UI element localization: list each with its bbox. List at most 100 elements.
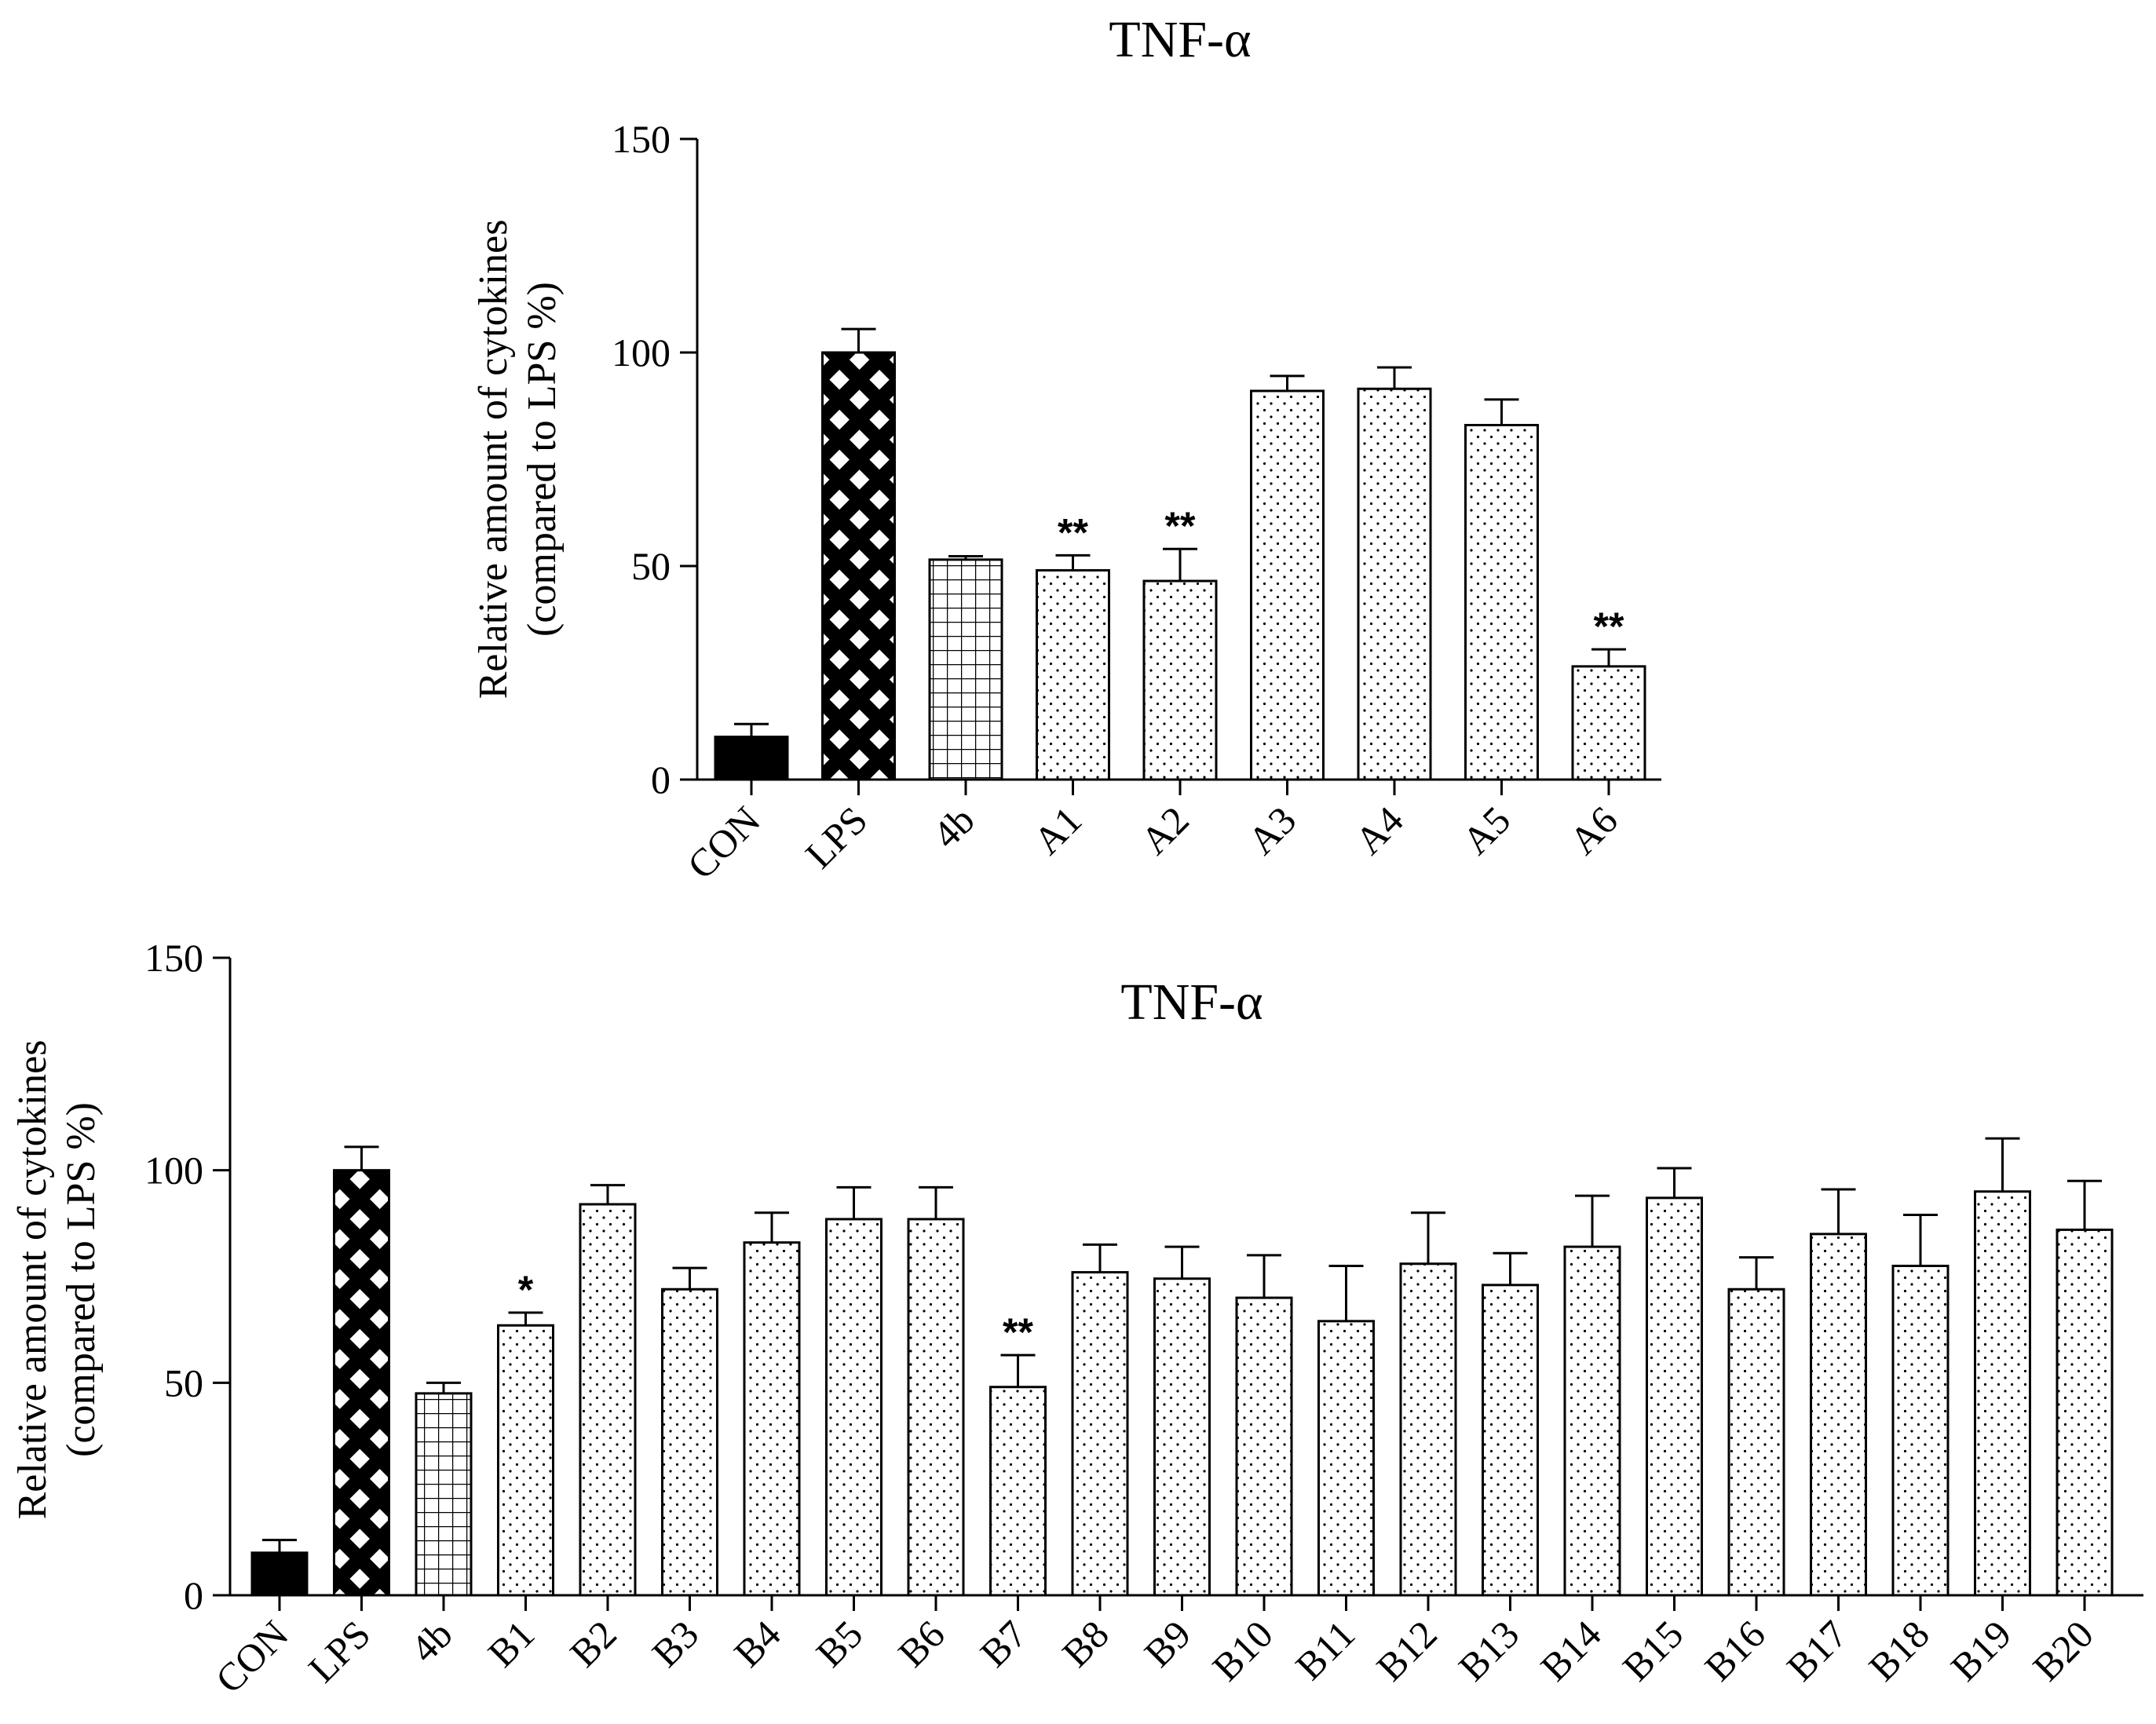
y-axis-label-line2: (compared to LPS %)	[520, 282, 565, 637]
x-tick-label: B5	[807, 1612, 871, 1675]
y-axis-label-line1: Relative amount of cytokines	[10, 1040, 55, 1520]
bar-group-con: CON	[207, 1539, 309, 1701]
bar-lps	[821, 351, 896, 781]
bar-group-b18: B18	[1860, 1214, 1950, 1689]
x-tick-label: CON	[679, 798, 769, 887]
bar-group-lps: LPS	[797, 327, 896, 877]
x-tick-label: B19	[1942, 1612, 2020, 1689]
y-tick-label: 100	[144, 1149, 203, 1193]
y-tick-label: 50	[631, 544, 671, 588]
y-axis-label: Relative amount of cytokines (compared t…	[10, 1040, 104, 1520]
x-tick-label: B18	[1860, 1612, 1938, 1689]
bar-b5	[825, 1218, 882, 1597]
x-tick-label: B16	[1696, 1612, 1774, 1689]
x-tick-label: B12	[1368, 1612, 1445, 1689]
bar-group-b9: B9	[1135, 1245, 1211, 1675]
x-tick-label: LPS	[300, 1612, 379, 1691]
x-tick-label: CON	[207, 1612, 297, 1701]
bar-group-con: CON	[679, 722, 789, 887]
x-tick-label: A1	[1025, 798, 1090, 863]
x-tick-label: B4	[725, 1612, 789, 1675]
bar-4b	[415, 1392, 473, 1597]
chart-top-tnf-alpha: TNF-α Relative amount of cytokines (comp…	[471, 11, 1661, 887]
bar-group-b10: B10	[1204, 1254, 1293, 1689]
x-tick-label: B15	[1614, 1612, 1692, 1689]
x-tick-label: B20	[2024, 1612, 2102, 1689]
bar-a4	[1357, 387, 1432, 781]
bar-a5	[1464, 423, 1539, 781]
bars: CON LPS 4b*B1 B2 B3 B4 B5 B6**B7 B8 B9 B10 B11 B12 B1…	[207, 1137, 2114, 1701]
bar-b11	[1317, 1320, 1375, 1597]
bar-b15	[1646, 1196, 1703, 1597]
chart-bottom-tnf-alpha: TNF-α Relative amount of cytokines (comp…	[10, 936, 2143, 1701]
bar-group-b6: B6	[890, 1185, 965, 1675]
bar-group-b15: B15	[1614, 1167, 1703, 1689]
x-tick-label: B2	[561, 1612, 625, 1675]
bars: CON LPS 4b ** A1 ** A2 A3 A4 A5 ** A6	[679, 327, 1646, 887]
bar-b14	[1563, 1245, 1621, 1597]
chart-title: TNF-α	[1109, 11, 1251, 68]
x-tick-label: A2	[1132, 798, 1197, 863]
bar-group-b14: B14	[1532, 1194, 1621, 1689]
bar-group-b3: B3	[643, 1266, 718, 1675]
bar-4b	[928, 558, 1003, 781]
bar-group-4b: 4b	[402, 1381, 473, 1671]
x-tick-label: 4b	[402, 1612, 461, 1671]
bar-a3	[1250, 389, 1325, 781]
bar-b3	[661, 1288, 718, 1597]
x-tick-label: A5	[1453, 798, 1518, 863]
bar-a2	[1142, 579, 1218, 781]
x-tick-label: B3	[643, 1612, 707, 1675]
significance-marker: **	[1003, 1310, 1033, 1354]
y-axis-label-line2: (compared to LPS %)	[59, 1102, 104, 1457]
bar-b17	[1810, 1233, 1867, 1597]
y-axis-label: Relative amount of cytokines (compared t…	[471, 220, 565, 699]
bar-b18	[1891, 1264, 1950, 1597]
x-tick-label: B10	[1204, 1612, 1281, 1689]
x-tick-label: B6	[890, 1612, 953, 1675]
bar-group-a2: ** A2	[1132, 504, 1218, 863]
bar-b1	[497, 1324, 554, 1597]
bar-group-b13: B13	[1450, 1251, 1539, 1689]
x-tick-label: A4	[1347, 798, 1412, 863]
bar-b9	[1153, 1277, 1211, 1597]
bar-lps	[333, 1169, 390, 1597]
bar-b13	[1482, 1284, 1539, 1597]
bar-group-a6: ** A6	[1561, 604, 1646, 863]
bar-group-a4: A4	[1347, 366, 1432, 863]
bar-b12	[1399, 1262, 1457, 1597]
bar-group-a3: A3	[1239, 374, 1325, 863]
bar-b10	[1235, 1296, 1293, 1597]
x-tick-label: B9	[1135, 1612, 1199, 1675]
bar-a1	[1036, 568, 1110, 781]
x-tick-label: 4b	[924, 798, 983, 857]
y-axis-label-line1: Relative amount of cytokines	[471, 220, 516, 699]
bar-b20	[2056, 1228, 2114, 1597]
bar-group-b11: B11	[1287, 1264, 1375, 1688]
bar-group-b4: B4	[725, 1211, 801, 1675]
bar-b4	[743, 1241, 801, 1597]
bar-group-lps: LPS	[300, 1145, 390, 1691]
x-tick-label: A3	[1239, 798, 1304, 863]
bar-a6	[1571, 665, 1646, 781]
y-tick-label: 50	[164, 1361, 203, 1404]
x-tick-label: B14	[1532, 1612, 1610, 1689]
x-tick-label: B7	[971, 1612, 1035, 1675]
bar-con	[250, 1551, 309, 1597]
bar-b2	[579, 1203, 637, 1597]
bar-b7	[989, 1386, 1047, 1597]
bar-group-b19: B19	[1942, 1137, 2031, 1689]
bar-group-a5: A5	[1453, 398, 1539, 863]
y-tick-label: 150	[612, 117, 671, 161]
bar-group-b7: ** B7	[971, 1310, 1047, 1675]
significance-marker: **	[1058, 510, 1088, 554]
bar-group-b20: B20	[2024, 1179, 2114, 1689]
x-tick-label: B13	[1450, 1612, 1528, 1689]
bar-group-b8: B8	[1054, 1243, 1129, 1675]
x-tick-label: B17	[1778, 1612, 1856, 1689]
bar-b19	[1974, 1190, 2031, 1597]
bar-group-a1: ** A1	[1025, 510, 1110, 863]
significance-marker: **	[1165, 504, 1196, 548]
bar-con	[714, 736, 789, 781]
